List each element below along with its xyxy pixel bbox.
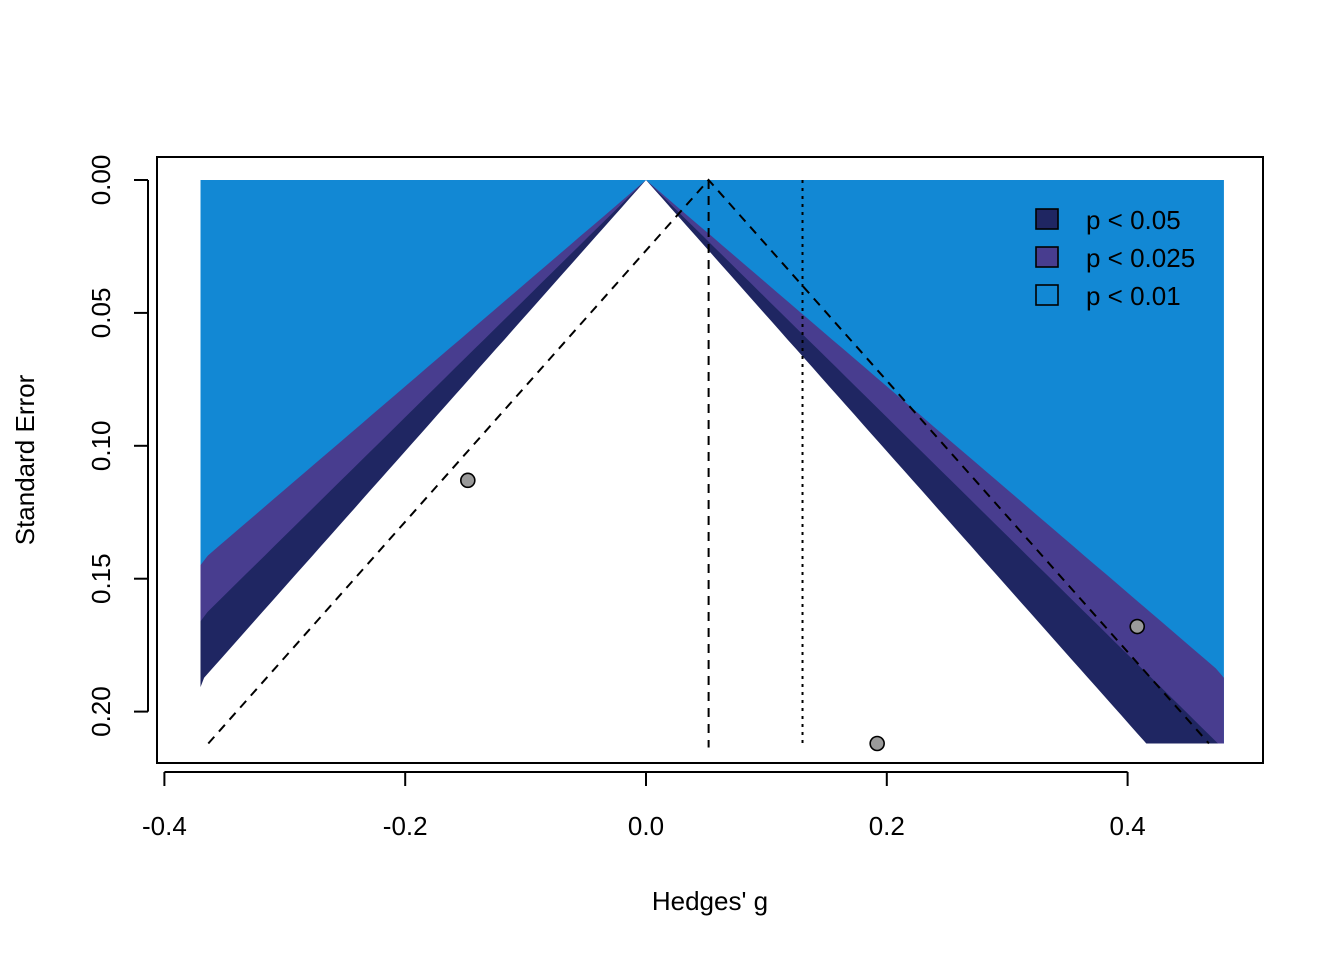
legend-label: p < 0.01 — [1086, 281, 1181, 311]
pseudo-confidence-funnel — [207, 178, 1210, 745]
x-tick-label: 0.4 — [1110, 811, 1146, 841]
study-points — [460, 472, 1146, 752]
x-axis-title: Hedges' g — [652, 886, 768, 916]
y-axis: 0.00 0.05 0.10 0.15 0.20 — [86, 155, 149, 737]
legend: p < 0.05 p < 0.025 p < 0.01 — [1035, 205, 1195, 311]
legend-swatch — [1035, 284, 1059, 306]
region-nonsignificant — [200, 180, 1147, 744]
plot-frame — [156, 156, 1264, 764]
x-tick-label: 0.2 — [869, 811, 905, 841]
legend-label: p < 0.025 — [1086, 243, 1195, 273]
y-tick-label: 0.05 — [86, 288, 116, 339]
reference-lines — [207, 178, 1210, 748]
legend-label: p < 0.05 — [1086, 205, 1181, 235]
x-tick-label: -0.2 — [383, 811, 428, 841]
y-tick-label: 0.00 — [86, 155, 116, 206]
y-tick-label: 0.20 — [86, 686, 116, 737]
study-point-1 — [460, 472, 476, 489]
study-point-3 — [1129, 618, 1146, 635]
y-axis-title: Standard Error — [10, 374, 40, 545]
legend-swatch — [1035, 246, 1059, 268]
x-axis: -0.4 -0.2 0.0 0.2 0.4 — [142, 771, 1146, 841]
contour-regions — [200, 180, 1224, 744]
y-tick-label: 0.15 — [86, 553, 116, 604]
x-tick-label: 0.0 — [628, 811, 664, 841]
study-point-2 — [869, 735, 885, 752]
x-tick-label: -0.4 — [142, 811, 187, 841]
legend-swatch — [1035, 208, 1059, 230]
y-tick-label: 0.10 — [86, 420, 116, 471]
